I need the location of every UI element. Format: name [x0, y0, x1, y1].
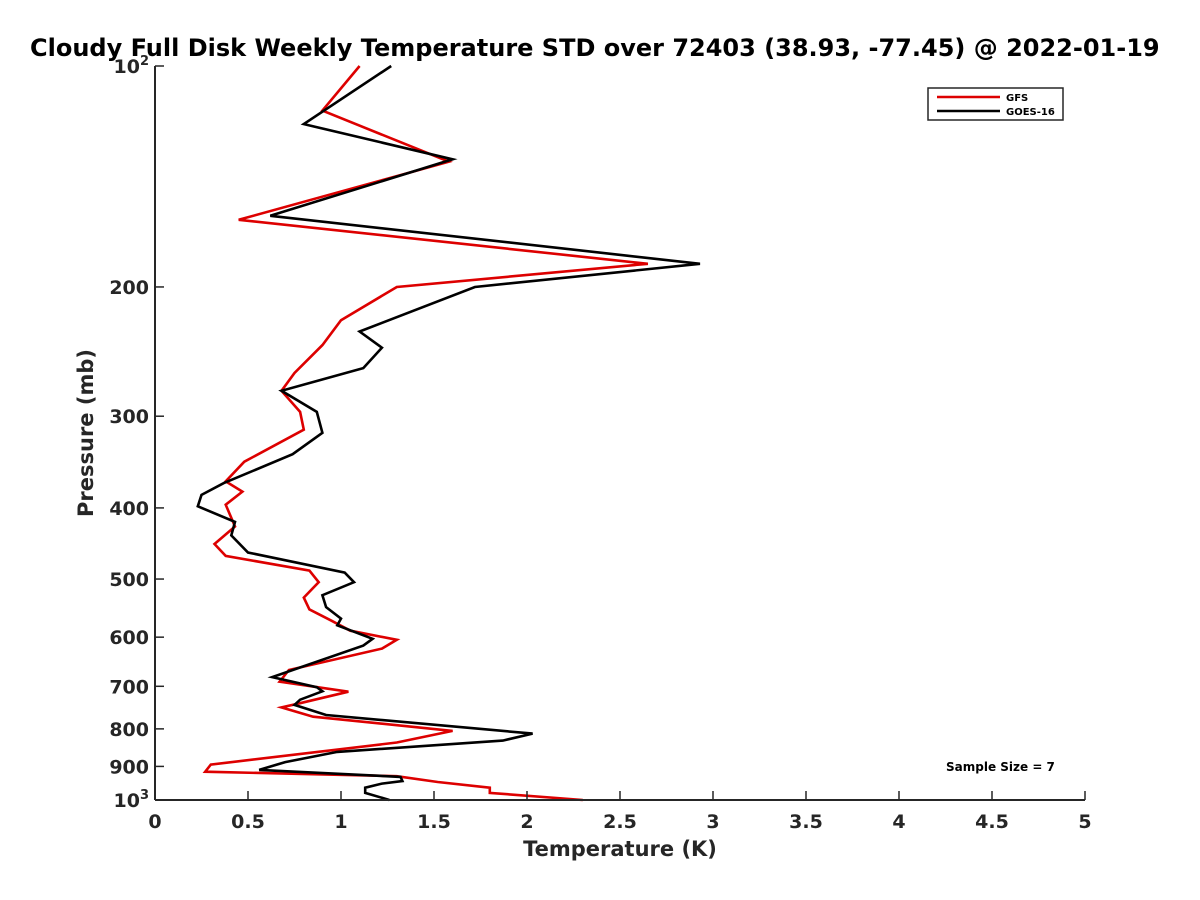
x-axis-label: Temperature (K): [523, 837, 717, 861]
y-tick-label: 400: [109, 498, 149, 520]
y-tick-label: 300: [109, 406, 149, 428]
x-axis-ticks: 0 0.5 1 1.5 2 2.5 3 3.5 4 4.5 5: [148, 791, 1092, 833]
y-tick-label: 200: [109, 277, 149, 299]
plot-background: [155, 66, 1085, 800]
plot-area: [155, 66, 1085, 800]
y-tick-label: 900: [109, 756, 149, 778]
chart-title: Cloudy Full Disk Weekly Temperature STD …: [30, 34, 1160, 62]
x-tick-label: 4: [892, 811, 905, 833]
x-tick-label: 2.5: [603, 811, 637, 833]
x-tick-label: 1.5: [417, 811, 451, 833]
legend-box: [927, 87, 1064, 121]
legend-label-gfs: GFS: [1006, 93, 1028, 104]
x-tick-label: 3.5: [789, 811, 823, 833]
series-line-gfs: [202, 65, 649, 802]
legend-label-goes-16: GOES-16: [1006, 107, 1055, 118]
y-tick-label: 700: [109, 676, 149, 698]
x-tick-label: 0.5: [231, 811, 265, 833]
x-tick-label: 5: [1078, 811, 1091, 833]
y-tick-label: 800: [109, 719, 149, 741]
y-tick-label: 103: [114, 788, 150, 812]
x-tick-label: 4.5: [975, 811, 1009, 833]
x-tick-label: 0: [148, 811, 161, 833]
x-tick-label: 3: [706, 811, 719, 833]
y-tick-label: 102: [114, 54, 150, 78]
y-tick-label: 600: [109, 627, 149, 649]
legend: GFS GOES-16: [927, 87, 1064, 121]
y-axis-ticks: 102 200 300 400 500 600 700 800 900 103: [109, 54, 164, 812]
y-axis-label: Pressure (mb): [74, 349, 98, 517]
series-line-goes-16: [196, 64, 701, 802]
y-tick-label: 500: [109, 569, 149, 591]
sample-size-annotation: Sample Size = 7: [946, 760, 1055, 774]
x-tick-label: 1: [334, 811, 347, 833]
series-layer: [196, 64, 701, 802]
x-tick-label: 2: [520, 811, 533, 833]
